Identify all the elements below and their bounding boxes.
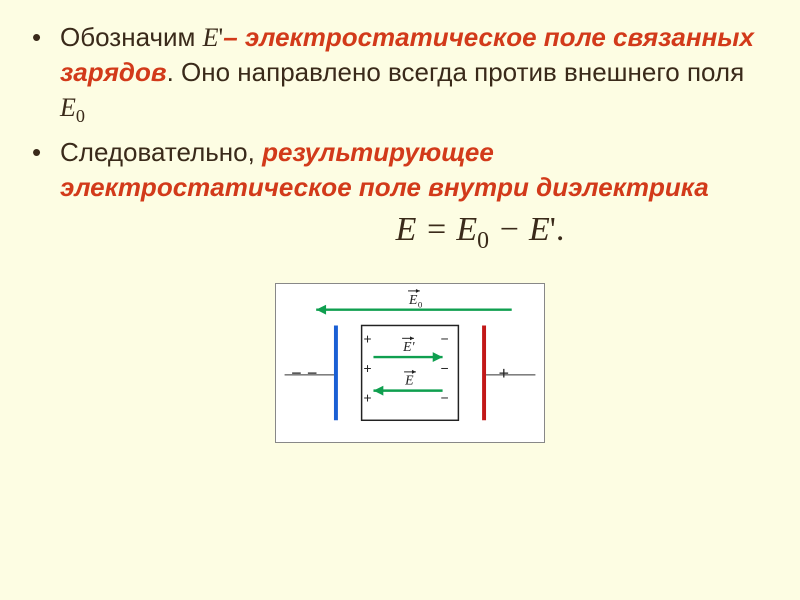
svg-text:−: − bbox=[441, 389, 449, 405]
bullet-2: Следовательно, результирующее электроста… bbox=[60, 135, 760, 205]
svg-text:−: − bbox=[291, 363, 301, 383]
b1-sym-E0-E: E bbox=[60, 93, 76, 122]
slide: Обозначим E'– электростатическое поле св… bbox=[0, 0, 800, 600]
svg-text:0: 0 bbox=[418, 300, 423, 310]
b2-text-1: Следовательно, bbox=[60, 137, 262, 167]
b1-text-1: Обозначим bbox=[60, 22, 203, 52]
formula-part1: E = E bbox=[396, 211, 477, 248]
svg-text:+: + bbox=[363, 330, 371, 346]
svg-text:+: + bbox=[363, 389, 371, 405]
svg-text:+: + bbox=[363, 360, 371, 376]
svg-text:E: E bbox=[404, 373, 414, 388]
bullet-1: Обозначим E'– электростатическое поле св… bbox=[60, 20, 760, 129]
svg-text:−: − bbox=[441, 330, 449, 346]
b1-text-3: . Оно направлено всегда против внешнего … bbox=[167, 57, 745, 87]
formula-mid: − E bbox=[489, 211, 550, 248]
diagram-container: −−++++−−−E0E'E bbox=[60, 283, 760, 443]
svg-text:E': E' bbox=[402, 339, 415, 354]
formula-prime: '. bbox=[550, 211, 565, 248]
svg-text:+: + bbox=[499, 363, 509, 383]
bullet-list: Обозначим E'– электростатическое поле св… bbox=[60, 20, 760, 205]
svg-text:−: − bbox=[441, 360, 449, 376]
svg-text:E: E bbox=[408, 292, 418, 307]
formula-sub0: 0 bbox=[477, 228, 489, 254]
b1-sym-E: E bbox=[203, 23, 219, 52]
main-formula: E = E0 − E'. bbox=[200, 211, 760, 255]
svg-text:−: − bbox=[307, 363, 317, 383]
field-diagram: −−++++−−−E0E'E bbox=[275, 283, 545, 443]
b1-sym-E0-0: 0 bbox=[76, 106, 85, 126]
